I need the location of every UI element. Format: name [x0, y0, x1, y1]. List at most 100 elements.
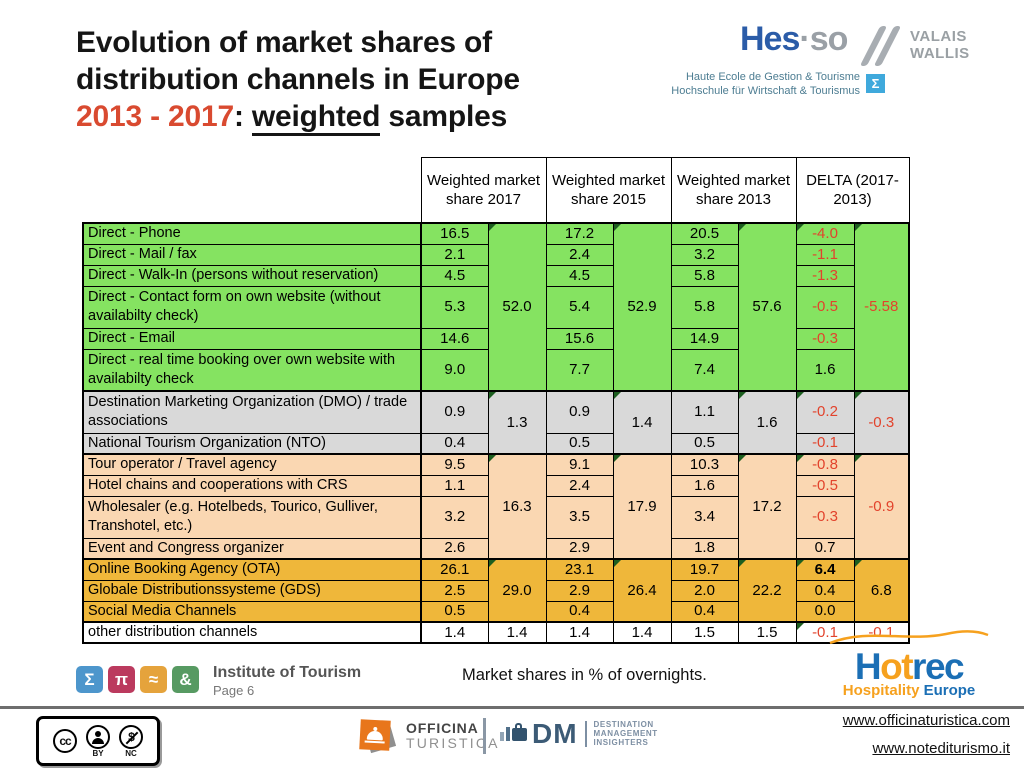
table-row: Direct - Contact form on own website (wi… [82, 285, 909, 329]
delta-cell: 0.7 [795, 537, 855, 560]
officinaturistica-link[interactable]: www.officinaturistica.com [842, 712, 1010, 729]
value-cell: 17.2 [545, 222, 614, 245]
hesso-wordmark: Hes·so [740, 20, 849, 59]
channel-label-cell: Globale Distributionssysteme (GDS) [82, 579, 422, 602]
value-cell: 3.5 [545, 495, 614, 539]
table-row: National Tourism Organization (NTO) 0.4 0.… [82, 432, 909, 455]
value-cell: 1.4 [545, 621, 614, 644]
value-cell: 9.5 [420, 453, 489, 476]
value-cell: 2.6 [420, 537, 489, 560]
group-delta-cell: -5.58 [853, 222, 910, 392]
hesso-so: so [809, 20, 849, 58]
value-cell: 14.6 [420, 327, 489, 350]
value-cell: 5.4 [545, 285, 614, 329]
table-row: other distribution channels 1.4 1.4 1.4 1.4 1… [82, 621, 910, 644]
value-cell: 16.5 [420, 222, 489, 245]
value-cell: 1.5 [670, 621, 739, 644]
value-cell: 0.4 [545, 600, 614, 623]
value-cell: 0.5 [545, 432, 614, 455]
delta-cell: -0.1 [795, 621, 855, 644]
value-cell: 2.0 [670, 579, 739, 602]
value-cell: 3.2 [670, 243, 739, 266]
dmi-logo: DM DESTINATION MANAGEMENT INSIGHTERS [500, 719, 658, 747]
channel-label-cell: other distribution channels [82, 621, 422, 644]
value-cell: 1.8 [670, 537, 739, 560]
person-icon [92, 731, 104, 744]
hesso-subtitle: Haute Ecole de Gestion & Tourisme Hochsc… [628, 70, 860, 98]
channel-label-cell: Direct - Phone [82, 222, 422, 245]
hotrec-swoosh-icon [829, 630, 989, 645]
channel-label-cell: Direct - Contact form on own website (wi… [82, 285, 422, 329]
group-value-cell: 16.3 [487, 453, 547, 560]
hotrec-rec: rec [912, 646, 965, 687]
hotrec-wordmark: Hotrec [824, 648, 994, 685]
delta-cell: -0.2 [795, 390, 855, 434]
value-cell: 2.9 [545, 579, 614, 602]
delta-cell: -0.5 [795, 474, 855, 497]
value-cell: 5.8 [670, 285, 739, 329]
hesso-dot: · [799, 20, 810, 58]
table-row: Wholesaler (e.g. Hotelbeds, Tourico, Gul… [82, 495, 909, 539]
delta-cell: -4.0 [795, 222, 855, 245]
value-cell: 1.1 [420, 474, 489, 497]
table-row: Direct - Mail / fax 2.1 2.4 3.2 -1.1 [82, 243, 909, 266]
hesso-subtitle-de: Hochschule für Wirtschaft & Tourismus [671, 85, 860, 97]
channel-label-cell: Online Booking Agency (OTA) [82, 558, 422, 581]
value-cell: 2.1 [420, 243, 489, 266]
group-value-cell: 1.6 [737, 390, 797, 455]
value-cell: 7.4 [670, 348, 739, 392]
value-cell: 1.4 [487, 621, 547, 644]
hotrec-logo: Hotrec Hospitality Europe [824, 626, 994, 699]
group-value-cell: 17.9 [612, 453, 672, 560]
cc-by-icon: BY [86, 724, 110, 758]
table-note: Market shares in % of overnights. [462, 666, 707, 684]
cc-nc-label: NC [125, 748, 137, 758]
page-number: Page 6 [213, 683, 255, 698]
delta-cell: -0.8 [795, 453, 855, 476]
group-value-cell: 52.0 [487, 222, 547, 392]
notediturismo-link[interactable]: www.notediturismo.it [872, 740, 1010, 757]
delta-cell: -0.5 [795, 285, 855, 329]
hesso-hes: Hes [740, 20, 800, 58]
value-cell: 1.1 [670, 390, 739, 434]
value-cell: 4.5 [420, 264, 489, 287]
value-cell: 1.5 [737, 621, 797, 644]
value-cell: 2.4 [545, 474, 614, 497]
table-row: Event and Congress organizer 2.6 2.9 1.8 0.7 [82, 537, 909, 560]
value-cell: 3.4 [670, 495, 739, 539]
value-cell: 0.4 [420, 432, 489, 455]
cc-by-label: BY [92, 748, 104, 758]
value-cell: 0.9 [420, 390, 489, 434]
title-rest: samples [380, 100, 508, 133]
delta-cell: -0.1 [853, 621, 910, 644]
delta-cell: 0.4 [795, 579, 855, 602]
delta-cell: -1.3 [795, 264, 855, 287]
channel-label-cell: Destination Marketing Organization (DMO)… [82, 390, 422, 434]
footer-divider [0, 706, 1024, 709]
group-value-cell: 26.4 [612, 558, 672, 623]
value-cell: 0.9 [545, 390, 614, 434]
dmi-separator [584, 720, 587, 747]
header-2013: Weighted market share 2013 [670, 157, 797, 224]
pi-icon: π [108, 666, 135, 693]
title-line2: distribution channels in Europe [76, 63, 520, 96]
value-cell: 14.9 [670, 327, 739, 350]
value-cell: 19.7 [670, 558, 739, 581]
no-dollar-icon: $ [128, 729, 135, 744]
channel-label-cell: Direct - real time booking over own webs… [82, 348, 422, 392]
hotrec-tagline: Hospitality Europe [824, 683, 994, 699]
value-cell: 2.4 [545, 243, 614, 266]
value-cell: 26.1 [420, 558, 489, 581]
delta-cell: -0.3 [795, 495, 855, 539]
value-cell: 15.6 [545, 327, 614, 350]
group-value-cell: 52.9 [612, 222, 672, 392]
delta-cell: -0.3 [795, 327, 855, 350]
hotrec-h: H [854, 646, 882, 687]
group-value-cell: 29.0 [487, 558, 547, 623]
value-cell: 7.7 [545, 348, 614, 392]
value-cell: 23.1 [545, 558, 614, 581]
hesso-sigma-icon: Σ [866, 74, 885, 93]
group-value-cell: 22.2 [737, 558, 797, 623]
hesso-region: VALAIS WALLIS [910, 28, 970, 62]
channel-label-cell: Direct - Walk-In (persons without reserv… [82, 264, 422, 287]
